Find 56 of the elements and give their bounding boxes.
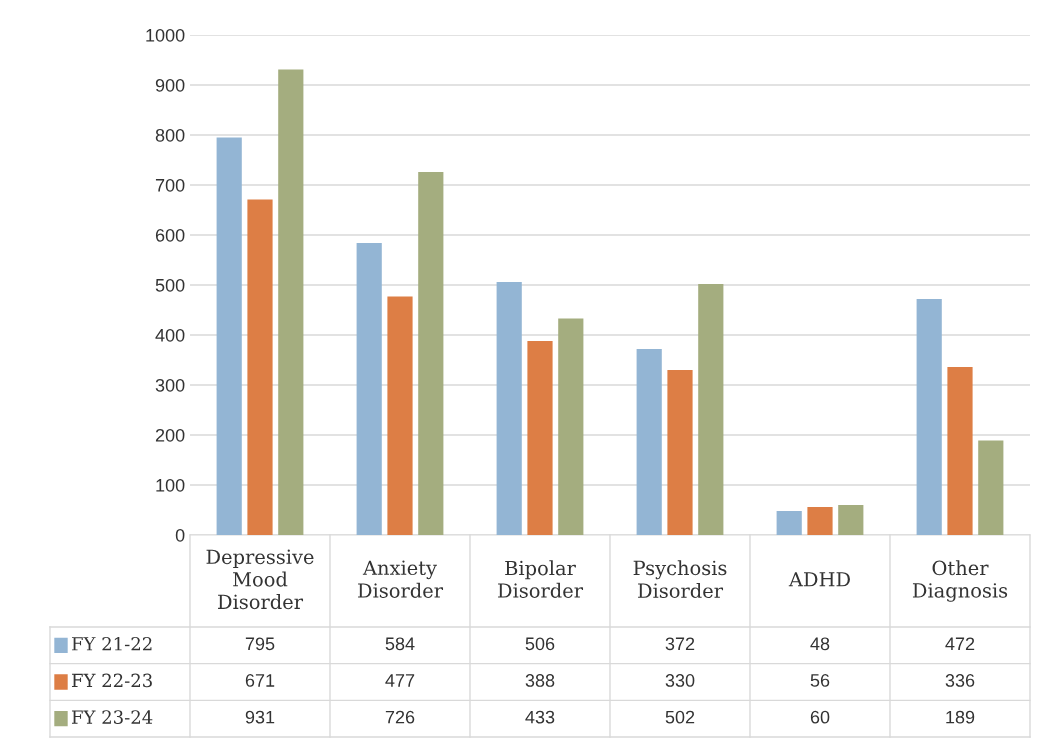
data-label: 795 xyxy=(245,637,275,651)
data-label: 372 xyxy=(665,637,695,651)
data-label: 671 xyxy=(245,674,275,687)
bar xyxy=(247,199,273,535)
legend-label: FY 22-23 xyxy=(72,673,152,688)
y-tick-label: 300 xyxy=(155,378,185,392)
bar xyxy=(356,243,382,535)
data-label: 433 xyxy=(525,710,555,724)
bar xyxy=(776,511,802,535)
bar xyxy=(418,172,444,535)
legend-label: FY 23-24 xyxy=(72,710,153,724)
data-label: 48 xyxy=(810,637,830,651)
legend-label: FY 21-22 xyxy=(72,636,152,651)
bar xyxy=(698,284,724,535)
data-label: 726 xyxy=(385,710,415,724)
data-label: 584 xyxy=(385,637,415,651)
data-label: 506 xyxy=(525,637,555,651)
data-label: 472 xyxy=(945,637,975,650)
bar xyxy=(667,370,693,535)
bar xyxy=(527,341,553,535)
y-tick-label: 900 xyxy=(155,78,185,92)
y-tick-label: 400 xyxy=(155,328,185,342)
x-tick-label: Psychosis Disorder xyxy=(633,560,727,599)
data-label: 330 xyxy=(665,674,695,687)
data-label: 56 xyxy=(810,674,830,687)
bar xyxy=(558,318,584,535)
data-label: 189 xyxy=(946,710,975,724)
x-tick-label: Anxiety Disorder xyxy=(358,560,444,598)
y-tick-label: 200 xyxy=(155,428,185,442)
bar xyxy=(216,137,242,535)
bar xyxy=(387,296,413,535)
x-tick-label: ADHD xyxy=(788,572,850,587)
data-label: 931 xyxy=(245,710,275,724)
y-tick-label: 0 xyxy=(175,528,185,542)
data-label: 502 xyxy=(665,710,695,724)
bar xyxy=(916,299,942,535)
y-tick-label: 500 xyxy=(155,278,185,292)
y-tick-label: 800 xyxy=(155,128,185,142)
x-tick-label: Other Diagnosis xyxy=(912,560,1008,602)
bar xyxy=(978,440,1004,535)
bar xyxy=(807,507,833,535)
y-tick-label: 1000 xyxy=(146,28,185,42)
bar xyxy=(496,282,522,535)
bar xyxy=(838,505,864,535)
data-label: 388 xyxy=(525,674,555,687)
data-label: 477 xyxy=(385,674,415,687)
x-tick-label: Depressive Mood Disorder xyxy=(206,549,314,610)
y-tick-label: 700 xyxy=(155,178,185,192)
x-tick-label: Bipolar Disorder xyxy=(498,560,584,598)
data-label: 60 xyxy=(810,710,830,724)
data-label: 336 xyxy=(945,674,975,687)
bar xyxy=(278,69,304,535)
y-tick-label: 600 xyxy=(155,228,185,242)
bar xyxy=(947,367,973,535)
bar xyxy=(636,349,662,535)
y-tick-label: 100 xyxy=(156,478,185,492)
